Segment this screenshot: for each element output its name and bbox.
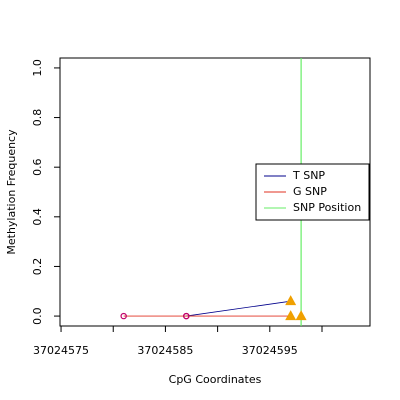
y-axis-label: Methylation Frequency	[5, 129, 18, 255]
point	[183, 312, 190, 320]
snp-triangle	[285, 310, 297, 321]
point	[120, 312, 127, 320]
y-tick-label: 0.4	[31, 208, 44, 226]
snp-triangle	[285, 295, 297, 306]
legend-label: G SNP	[293, 185, 327, 198]
y-tick-label: 1.0	[31, 59, 44, 77]
legend-label: T SNP	[292, 169, 325, 182]
y-tick-label: 0.0	[31, 307, 44, 325]
x-tick-label: 37024595	[242, 344, 298, 357]
y-tick-label: 0.6	[31, 158, 44, 176]
x-tick-label: 37024585	[137, 344, 193, 357]
snp-triangle	[295, 310, 307, 321]
y-tick-label: 0.2	[31, 258, 44, 276]
legend-label: SNP Position	[293, 201, 361, 214]
x-tick-label: 37024575	[33, 344, 89, 357]
y-tick-label: 0.8	[31, 109, 44, 127]
series-line	[186, 300, 291, 317]
x-axis-label: CpG Coordinates	[169, 373, 262, 386]
